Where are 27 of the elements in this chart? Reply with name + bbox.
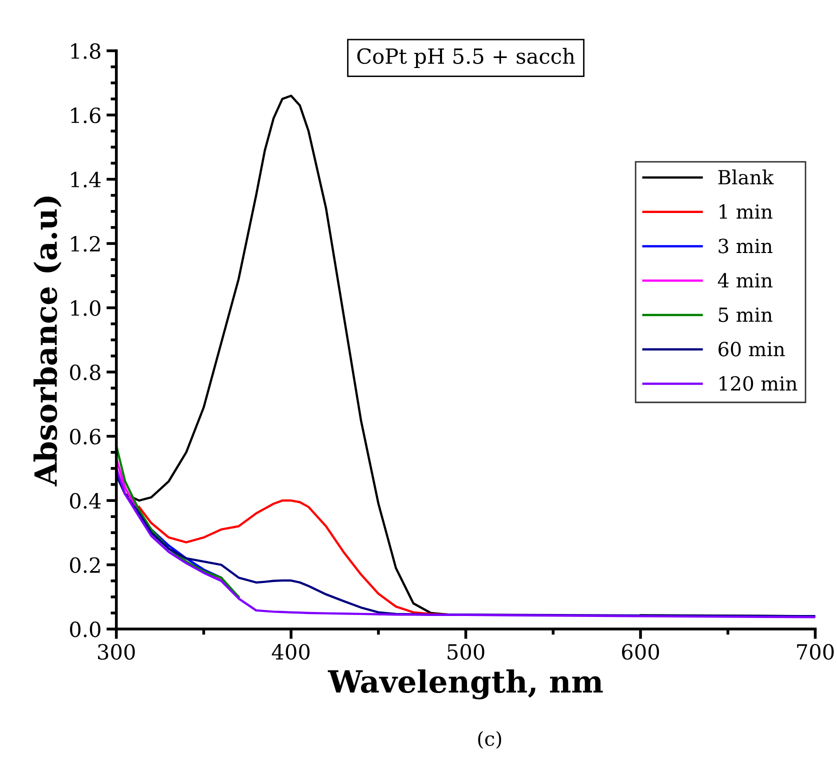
x-tick-label: 600 xyxy=(622,644,660,660)
y-tick-label: 0.0 xyxy=(70,621,100,638)
y-tick-label: 1.6 xyxy=(71,107,100,124)
legend-label: Blank xyxy=(718,170,774,185)
y-tick-label: 0.6 xyxy=(70,428,100,444)
x-tick-label: 400 xyxy=(272,644,310,660)
x-tick-label: 500 xyxy=(448,644,484,660)
x-tick-label: 700 xyxy=(797,644,834,660)
line-series xyxy=(150,528,222,579)
text: (c) xyxy=(478,730,502,749)
legend-label: 4 min xyxy=(718,273,772,288)
chart-title: CoPt pH 5.5 + sacch xyxy=(357,48,575,68)
y-axis-title: Absorbance (a.u) xyxy=(34,196,62,486)
y-tick-label: 1.2 xyxy=(71,236,100,252)
y-tick-label: 0.4 xyxy=(70,492,101,509)
legend-label: 5 min xyxy=(718,308,772,322)
y-tick-label: 1.4 xyxy=(71,172,101,188)
legend-label: 120 min xyxy=(720,376,798,391)
legend-label: 3 min xyxy=(718,238,772,254)
x-tick-label: 300 xyxy=(98,644,135,660)
y-tick-label: 1.8 xyxy=(71,43,100,59)
y-tick-label: 0.2 xyxy=(70,557,100,573)
legend-label: 60 min xyxy=(718,342,785,356)
y-tick-label: 1.0 xyxy=(71,300,100,316)
legend-label: 1 min xyxy=(720,204,772,219)
y-tick-label: 0.8 xyxy=(70,364,100,380)
x-axis-title: Wavelength, nm xyxy=(328,669,603,700)
